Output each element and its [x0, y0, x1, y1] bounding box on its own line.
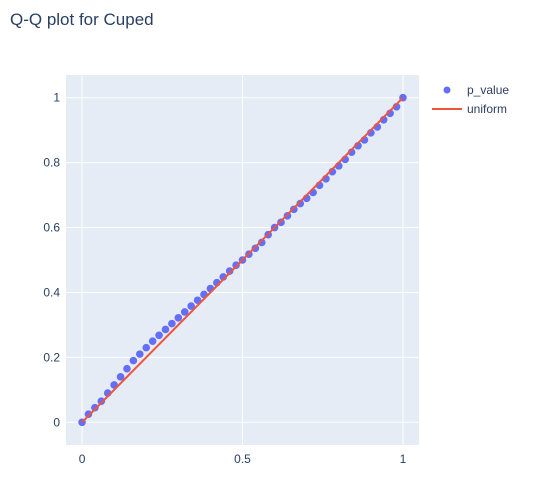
p-value-point	[97, 397, 106, 405]
legend: p_value uniform	[432, 83, 509, 116]
x-axis: 0 0.5 1	[79, 452, 407, 466]
p-value-point	[257, 238, 266, 247]
uniform-line	[81, 97, 404, 423]
p-value-point	[129, 356, 138, 365]
p-value-point	[174, 313, 183, 322]
y-tick-label: 0.4	[43, 285, 60, 299]
y-axis: 0 0.2 0.4 0.6 0.8 1	[43, 91, 60, 430]
legend-item-p-value[interactable]: p_value	[443, 83, 510, 97]
y-tick-label: 0	[53, 415, 60, 429]
p-value-point	[148, 337, 157, 345]
p-value-point	[116, 373, 125, 381]
p-value-point	[225, 267, 234, 275]
y-tick-label: 1	[53, 91, 60, 105]
legend-item-uniform[interactable]: uniform	[432, 102, 507, 116]
x-tick-label: 0.5	[234, 452, 251, 466]
p-value-point	[180, 308, 189, 316]
p-value-point	[155, 331, 163, 340]
p-value-point	[84, 410, 93, 418]
p-value-point	[136, 350, 144, 358]
p-value-point	[142, 343, 151, 352]
p-value-point	[91, 403, 99, 412]
x-tick-label: 0	[79, 452, 86, 466]
plot-area	[66, 75, 419, 445]
y-tick-label: 0.8	[43, 156, 60, 170]
data-series-layer	[78, 93, 407, 427]
p-value-point	[296, 199, 305, 208]
legend-label-p-value: p_value	[467, 83, 509, 97]
p-value-point	[161, 325, 170, 334]
legend-label-uniform: uniform	[467, 102, 507, 116]
y-tick-label: 0.6	[43, 221, 60, 235]
x-tick-label: 1	[400, 452, 407, 466]
y-tick-label: 0.2	[43, 350, 60, 364]
legend-marker-p-value	[443, 86, 451, 94]
p-value-point	[187, 302, 195, 310]
p-value-point	[123, 364, 131, 373]
chart-title: Q-Q plot for Cuped	[10, 10, 154, 29]
p-value-point	[168, 319, 176, 328]
series-p-value	[78, 93, 407, 427]
